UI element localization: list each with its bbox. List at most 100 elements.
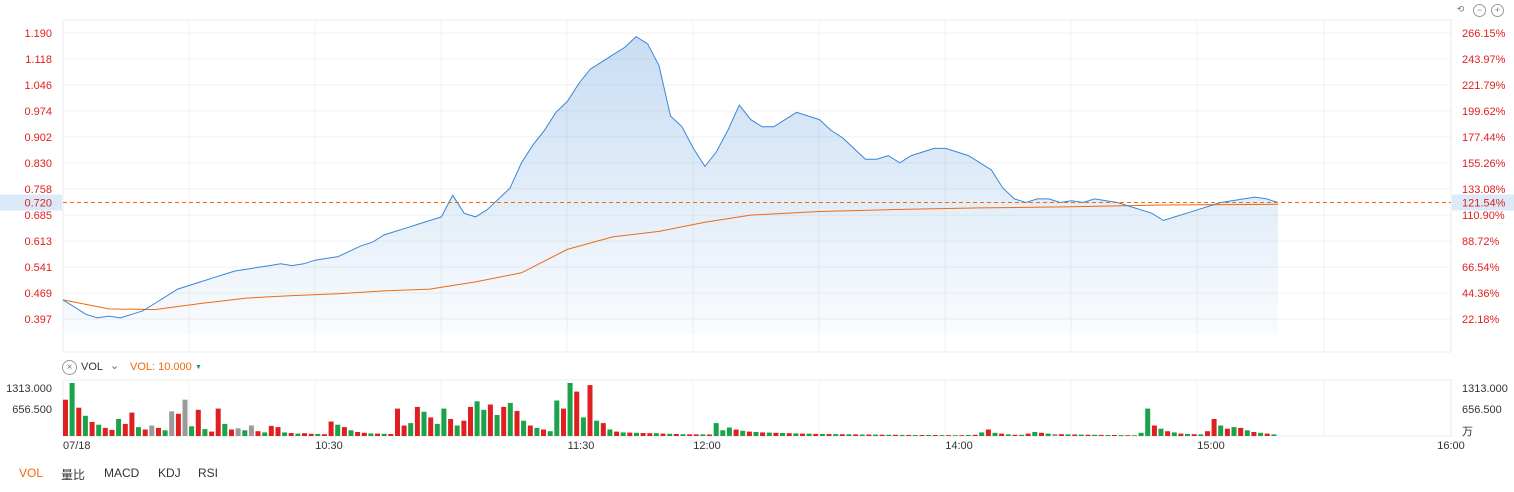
volume-bar xyxy=(248,425,254,436)
volume-bar xyxy=(1092,434,1098,436)
volume-bar xyxy=(580,417,586,436)
volume-bar xyxy=(209,431,215,436)
current-percent-badge xyxy=(1452,194,1514,211)
tab-vol[interactable]: VOL xyxy=(19,466,44,480)
percent-tick-label: 266.15% xyxy=(1462,28,1506,40)
volume-bar xyxy=(806,433,812,436)
volume-bar xyxy=(335,424,341,436)
volume-bar xyxy=(1185,434,1190,436)
volume-bar xyxy=(1205,431,1210,436)
volume-bar xyxy=(746,431,752,436)
volume-bar xyxy=(1039,432,1044,436)
volume-bar xyxy=(1264,433,1270,436)
volume-unit-label: 万 xyxy=(1462,426,1473,438)
volume-bar xyxy=(408,423,414,436)
undo-icon[interactable]: ⟲ xyxy=(1456,4,1465,14)
volume-bar xyxy=(1032,432,1038,436)
volume-tick-label: 1313.000 xyxy=(1462,383,1508,395)
volume-bar xyxy=(567,383,573,436)
volume-bar xyxy=(328,421,334,436)
vol-setting-caret[interactable]: ▼ xyxy=(195,364,202,371)
volume-bar xyxy=(282,432,288,436)
volume-bar xyxy=(195,409,201,436)
time-tick-label: 11:30 xyxy=(568,440,595,452)
volume-bar xyxy=(839,434,845,436)
volume-bar xyxy=(189,426,195,436)
volume-tick-label: 656.500 xyxy=(12,404,52,416)
volume-bar xyxy=(401,425,407,436)
volume-bar xyxy=(992,432,998,436)
volume-bar xyxy=(1005,434,1011,436)
percent-tick-label: 66.54% xyxy=(1462,262,1500,274)
volume-bar xyxy=(1151,425,1157,436)
volume-bar xyxy=(753,432,759,436)
volume-bar xyxy=(368,433,374,436)
volume-bar xyxy=(175,413,181,436)
volume-bar xyxy=(879,434,885,436)
volume-bar xyxy=(441,408,447,436)
volume-bar xyxy=(766,432,772,436)
volume-bar xyxy=(1105,435,1111,436)
volume-bar xyxy=(554,400,560,436)
volume-bar xyxy=(76,407,82,436)
volume-bar xyxy=(627,432,633,436)
volume-bar xyxy=(614,431,620,436)
volume-bar xyxy=(1271,434,1277,436)
volume-bar xyxy=(129,412,135,436)
volume-bar xyxy=(414,406,420,436)
volume-bar xyxy=(899,434,905,436)
volume-bar xyxy=(302,433,307,436)
zoom-out-icon[interactable]: − xyxy=(1473,4,1486,17)
tab-kdj[interactable]: KDJ xyxy=(158,466,181,480)
percent-tick-label: 22.18% xyxy=(1462,314,1500,326)
price-tick-label: 0.469 xyxy=(24,288,52,300)
close-icon[interactable]: × xyxy=(62,360,77,375)
volume-bar xyxy=(255,431,261,436)
volume-bar xyxy=(487,404,493,436)
price-tick-label: 0.613 xyxy=(24,236,52,248)
percent-tick-label: 44.36% xyxy=(1462,288,1500,300)
volume-bar xyxy=(1145,408,1151,436)
volume-bar xyxy=(926,435,932,436)
volume-bar xyxy=(1224,428,1230,436)
price-area-fill xyxy=(63,36,1278,334)
tab-macd[interactable]: MACD xyxy=(104,466,140,480)
average-line xyxy=(62,203,1279,311)
volume-bar xyxy=(1019,434,1025,436)
zoom-in-icon[interactable]: + xyxy=(1491,4,1504,17)
volume-bar xyxy=(726,427,732,436)
volume-bar xyxy=(375,433,380,436)
volume-bar xyxy=(494,415,500,436)
volume-bar xyxy=(1251,432,1257,436)
volume-bar xyxy=(800,433,805,436)
volume-bar xyxy=(1098,434,1104,436)
volume-bar xyxy=(561,408,566,436)
volume-bar xyxy=(182,399,188,436)
chevron-down-icon[interactable]: ⌄ xyxy=(110,360,120,372)
tab-volume-ratio[interactable]: 量比 xyxy=(61,468,86,482)
average-series-line xyxy=(62,203,1279,311)
volume-bar xyxy=(82,415,88,436)
volume-bar xyxy=(1025,433,1031,436)
volume-bar xyxy=(873,434,878,436)
volume-bar xyxy=(222,423,228,436)
tab-rsi[interactable]: RSI xyxy=(198,466,219,480)
volume-bar xyxy=(1125,435,1131,436)
volume-bar xyxy=(919,435,925,436)
volume-bar xyxy=(156,427,161,436)
price-line xyxy=(62,35,1279,319)
volume-bar xyxy=(853,434,859,436)
percent-tick-label: 221.79% xyxy=(1462,80,1506,92)
volume-bar xyxy=(162,430,168,436)
volume-bar xyxy=(979,432,985,436)
volume-bar xyxy=(833,434,839,436)
volume-bar xyxy=(587,385,593,436)
volume-bar xyxy=(116,419,122,436)
volume-bar xyxy=(381,433,387,436)
volume-bar xyxy=(235,428,241,436)
volume-bar xyxy=(892,434,898,436)
price-tick-label: 0.974 xyxy=(24,106,52,118)
volume-bar xyxy=(786,433,792,436)
volume-bar xyxy=(959,435,965,436)
